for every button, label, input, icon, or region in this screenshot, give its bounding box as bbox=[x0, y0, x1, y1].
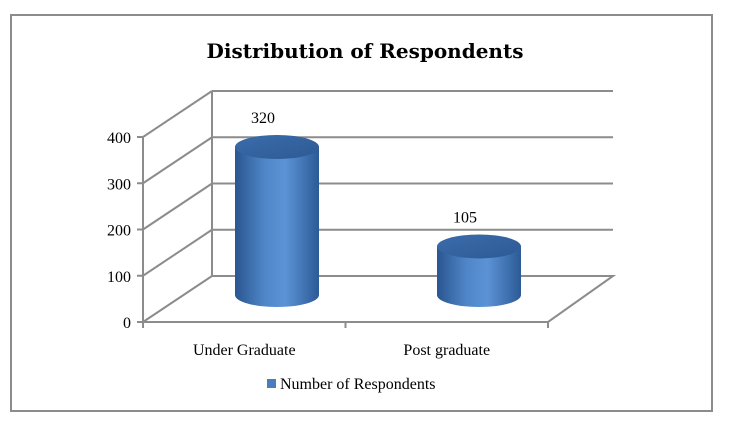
side-gridline-3 bbox=[142, 136, 213, 185]
y-axis-ticks: 0 100 200 300 400 bbox=[107, 130, 131, 332]
data-labels: 320 105 bbox=[251, 110, 477, 226]
category-labels: Under Graduate Post graduate bbox=[193, 342, 490, 359]
data-label: 320 bbox=[251, 110, 275, 127]
bar bbox=[437, 234, 521, 307]
chart-title: Distribution of Respondents bbox=[207, 39, 524, 63]
bar-body bbox=[235, 147, 319, 307]
bar-top bbox=[235, 135, 319, 159]
y-tick-label: 400 bbox=[107, 130, 131, 147]
legend-swatch bbox=[267, 379, 276, 388]
side-gridline-0 bbox=[142, 275, 213, 323]
y-tick-label: 0 bbox=[123, 315, 131, 332]
side-gridline-1 bbox=[142, 228, 213, 277]
y-tick-label: 100 bbox=[107, 269, 131, 286]
floor-outline bbox=[143, 275, 617, 323]
y-tick-label: 200 bbox=[107, 223, 131, 240]
side-gridline-2 bbox=[142, 182, 213, 231]
data-label: 105 bbox=[453, 209, 477, 226]
bars bbox=[235, 135, 521, 307]
category-label: Under Graduate bbox=[193, 342, 296, 359]
side-gridline-4 bbox=[142, 90, 213, 138]
grid-layer bbox=[137, 90, 617, 328]
legend-label: Number of Respondents bbox=[280, 376, 436, 393]
legend: Number of Respondents bbox=[267, 376, 436, 393]
y-tick-label: 300 bbox=[107, 176, 131, 193]
bar bbox=[235, 135, 319, 307]
category-label: Post graduate bbox=[403, 342, 490, 359]
bar-top bbox=[437, 234, 521, 259]
bar-body bbox=[437, 246, 521, 307]
chart-frame bbox=[10, 14, 713, 412]
